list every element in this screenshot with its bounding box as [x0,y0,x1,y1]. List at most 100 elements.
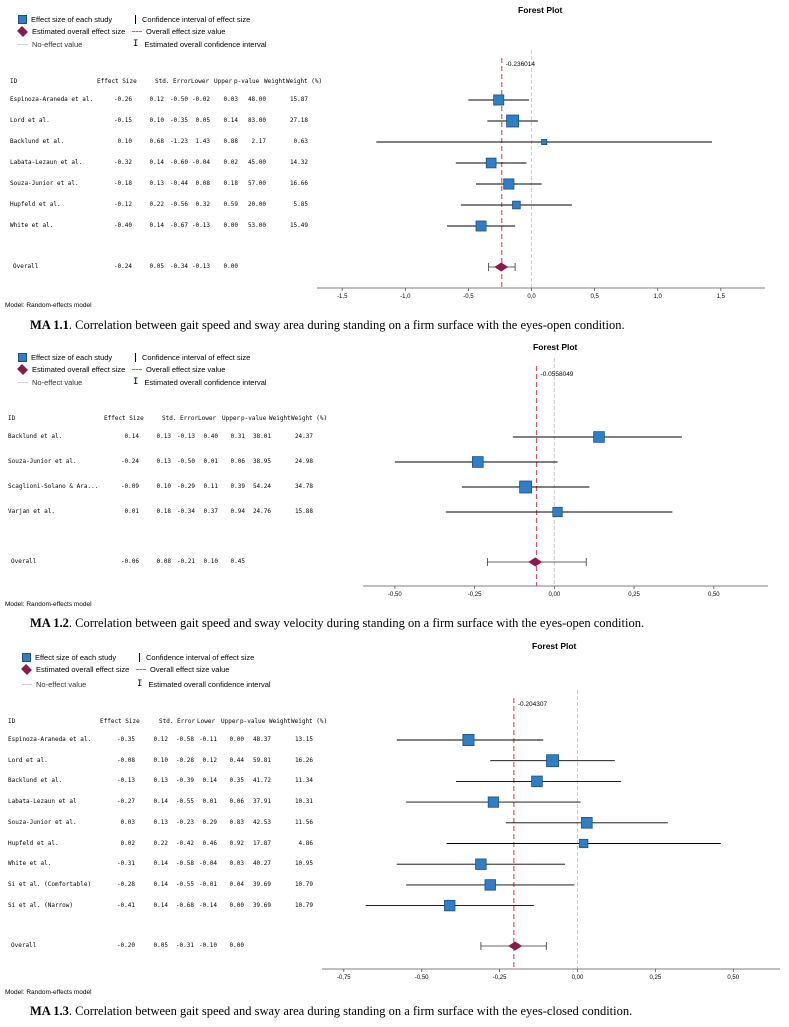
forest-plot-panel-3: Effect size of each study Estimated over… [0,636,789,1027]
table-cell-id: Espinoza-Araneda et al. [8,736,92,743]
table-cell-effect-size: -0.40 [113,222,132,229]
legend-ci-label: Confidence interval of effect size [142,353,251,362]
table-cell-std-error: 0.14 [153,880,168,888]
legend-ci-label: Confidence interval of effect size [142,15,251,24]
table-cell-weight: 39.69 [252,880,271,888]
table-cell-weight: 42.53 [252,818,271,826]
table-cell-p-value: 0.04 [229,880,244,888]
table-cell-p-value: 0.06 [230,458,245,465]
table-cell-p-value: 0.31 [230,433,245,440]
caption-label: MA 1.3 [30,1004,69,1018]
figure-caption: MA 1.3. Correlation between gait speed a… [30,1004,770,1019]
table-cell-weight: 41.72 [252,777,271,785]
x-tick-label: -0,50 [415,975,429,981]
col-header-lower: Lower [191,78,210,85]
table-cell-effect-size: 0.01 [124,508,139,515]
table-cell-weight-pct: 16.66 [289,180,308,187]
table-cell-id: Lord et al. [10,117,50,124]
caption-label: MA 1.1 [30,318,69,332]
table-cell-id: Souza-Junior et al. [10,180,79,187]
table-cell-effect-size: -0.41 [116,901,135,909]
table-cell-std-error: 0.18 [156,508,171,515]
legend-overall-label: Estimated overall effect size [36,665,130,674]
overall-diamond [494,262,509,272]
table-cell-upper: -0.02 [191,96,210,103]
table-cell-upper: -0.13 [191,222,210,229]
table-cell-id: Si et al. (Comfortable) [8,880,92,888]
table-cell-weight-pct: 10.31 [294,798,313,806]
x-tick-label: -0,25 [493,975,507,981]
legend-overall-label: Estimated overall effect size [32,27,126,36]
forest-plot-panel-2: Effect size of each study Estimated over… [0,340,789,636]
table-cell-weight: 59.81 [252,756,271,764]
table-cell-weight: 54.24 [252,483,271,490]
forest-plot-svg: -0.236014 -1,5 -1,0 -0,5 0,0 0,5 1,0 1,5 [317,50,765,300]
study-effect-square [484,879,496,891]
study-effect-square [475,220,487,232]
col-header-id: ID [8,415,16,422]
study-square-icon [18,15,27,24]
study-effect-square [462,734,475,746]
table-cell-effect-size: -0.08 [116,756,135,764]
col-header-upper: Upper [214,78,233,85]
study-effect-square [493,94,505,106]
table-cell-weight: 24.76 [252,508,271,515]
col-header-std-error: Std. Error [159,718,196,725]
table-cell-overall-upper: 0.10 [203,558,218,565]
x-tick-label: -0,25 [468,592,482,598]
table-cell-std-error: 0.10 [156,483,171,490]
table-cell-std-error: 0.13 [149,180,164,187]
col-header-p-value: p-value [240,718,266,725]
table-cell-effect-size: 0.10 [117,138,132,145]
table-cell-weight: 37.91 [252,798,271,806]
table-cell-weight-pct: 10.79 [294,880,313,888]
table-cell-overall-id: Overall [11,942,37,949]
study-square-icon [18,353,27,362]
table-cell-overall-std-error: 0.08 [156,558,171,565]
table-cell-upper: 0.46 [202,839,217,847]
table-cell-upper: -0.01 [198,880,217,888]
legend-overall-ci-label: Estimated overall confidence interval [148,680,271,689]
study-effect-square [531,775,543,788]
table-cell-lower: -0.50 [169,96,188,103]
table-cell-effect-size: -0.27 [116,798,135,806]
table-cell-std-error: 0.22 [149,201,164,208]
overall-diamond [528,557,543,567]
table-cell-lower: -0.60 [169,159,188,166]
col-header-upper: Upper [221,718,240,725]
legend-study-label: Effect size of each study [35,653,117,662]
overall-line-icon [136,669,146,670]
table-cell-p-value: 0.83 [229,818,244,826]
table-cell-weight-pct: 0.63 [293,138,308,145]
table-cell-std-error: 0.10 [153,756,168,764]
table-cell-weight: 17.87 [252,839,271,847]
x-tick-label: -1,0 [400,294,411,300]
table-cell-weight-pct: 13.15 [294,736,313,743]
study-table: ID Effect Size Std. Error Lower Upper p-value… [8,636,328,976]
overall-diamond [508,941,523,951]
col-header-std-error: Std. Error [155,78,192,85]
table-cell-lower: -0.23 [175,818,194,826]
plot-title: Forest Plot [533,342,578,352]
study-effect-square [475,858,487,870]
table-cell-std-error: 0.14 [153,798,168,806]
table-cell-weight-pct: 14.32 [289,159,308,166]
table-cell-overall-id: Overall [11,558,37,565]
col-header-id: ID [8,718,16,725]
table-cell-lower: -0.13 [176,433,195,440]
study-square-icon [22,653,31,662]
col-header-weight: Weight [264,78,286,85]
table-cell-std-error: 0.14 [149,222,164,229]
overall-line-icon [132,369,142,370]
study-effect-square [552,506,563,518]
table-cell-overall-lower: -0.31 [175,942,194,949]
x-tick-label: 0,25 [650,975,662,981]
col-header-weight-pct: Weight (%) [291,718,328,725]
table-cell-weight-pct: 16.26 [294,756,313,764]
table-cell-upper: 0.01 [203,458,218,465]
table-cell-std-error: 0.13 [153,777,168,785]
table-cell-lower: -0.56 [169,201,188,208]
table-cell-p-value: 0.00 [229,736,244,743]
table-cell-weight: 38.01 [252,433,271,440]
table-cell-overall-std-error: 0.05 [153,942,168,949]
